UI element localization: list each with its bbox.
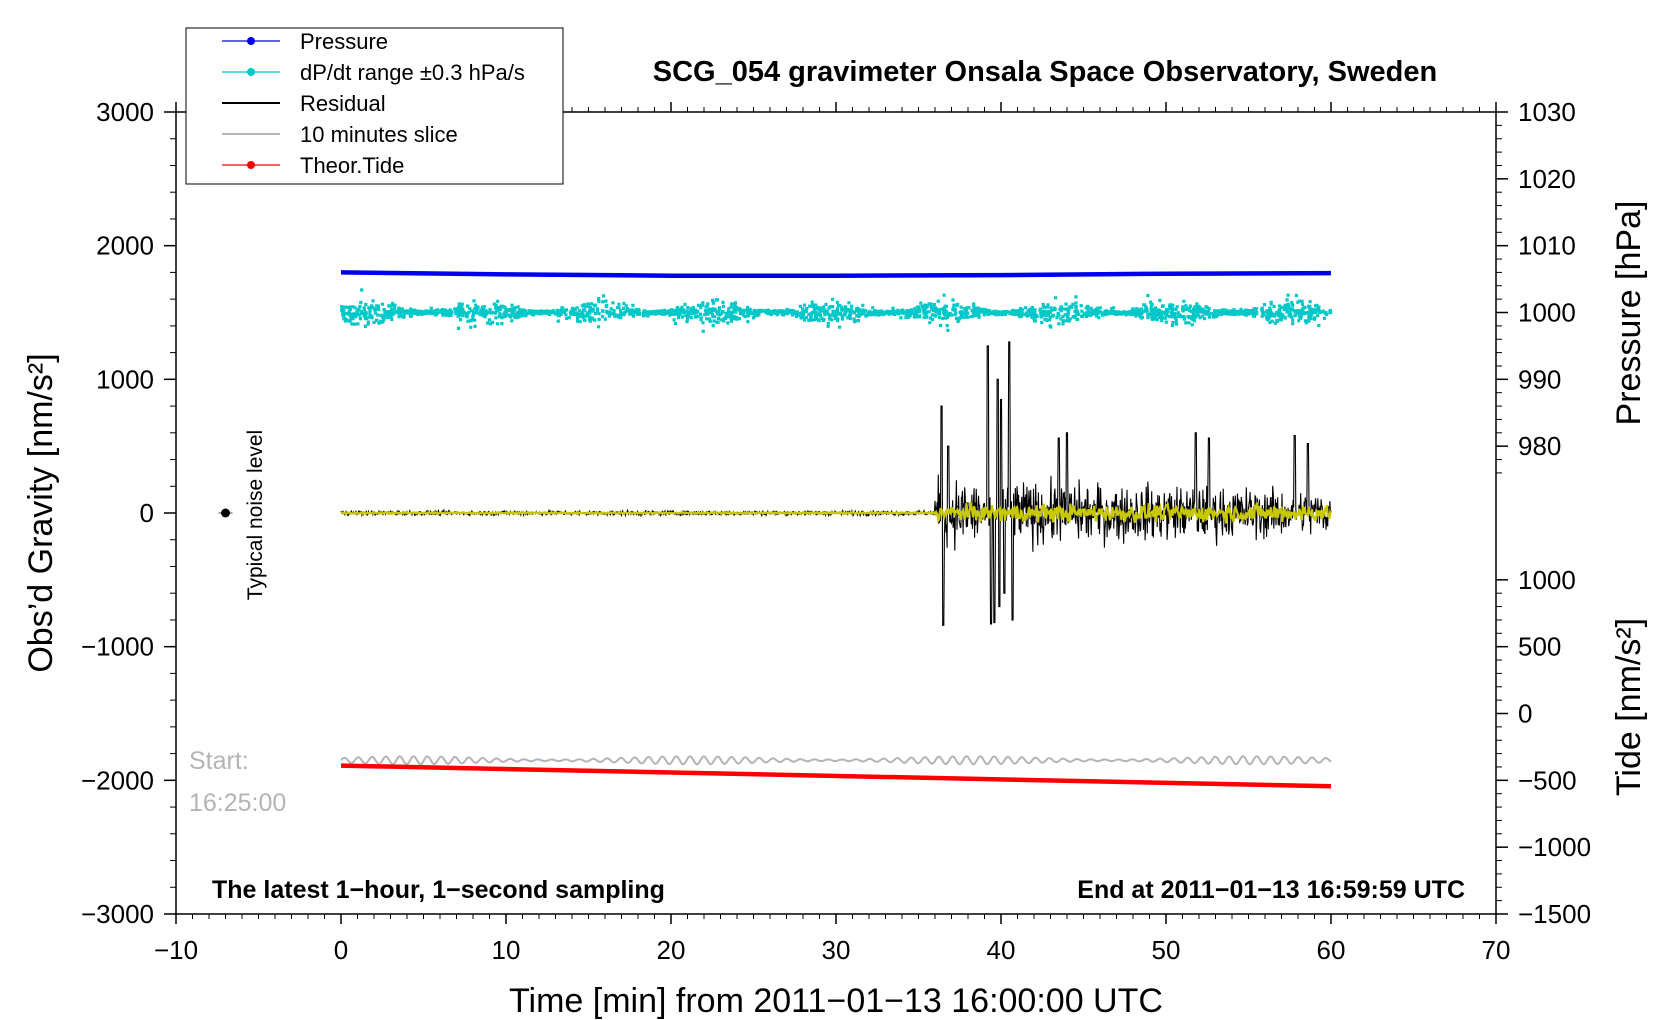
pressure-tick-label: 1020 <box>1518 164 1576 194</box>
x-axis-label: Time [min] from 2011−01−13 16:00:00 UTC <box>509 982 1163 1020</box>
tide-tick-label: 500 <box>1518 632 1561 662</box>
residual-smoothed-line <box>340 501 1332 524</box>
legend-item-tide: Theor.Tide <box>222 153 404 178</box>
footer-left-text: The latest 1−hour, 1−second sampling <box>212 876 665 904</box>
x-tick-label: 10 <box>492 935 521 965</box>
pressure-series-line <box>340 270 1332 278</box>
legend-item-pressure: Pressure <box>222 29 388 54</box>
pressure-tick-label: 990 <box>1518 364 1561 394</box>
legend-label: 10 minutes slice <box>300 122 458 147</box>
left-tick-label: 1000 <box>96 364 154 394</box>
x-tick-label: 50 <box>1152 935 1181 965</box>
pressure-tick-label: 1030 <box>1518 97 1576 127</box>
tide-tick-label: −500 <box>1518 765 1577 795</box>
legend-item-dpdt: dP/dt range ±0.3 hPa/s <box>222 60 525 85</box>
x-tick-label: 70 <box>1482 935 1511 965</box>
x-tick-label: 0 <box>334 935 348 965</box>
x-tick-label: −10 <box>154 935 198 965</box>
left-tick-label: 2000 <box>96 231 154 261</box>
tide-series-line <box>340 763 1332 789</box>
tide-tick-labels: 1000 500 0 −500 −1000 −1500 <box>1518 565 1591 929</box>
left-tick-labels: 3000 2000 1000 0 −1000 −2000 −3000 <box>81 97 154 929</box>
legend-label: Theor.Tide <box>300 153 404 178</box>
tide-tick-label: 0 <box>1518 699 1532 729</box>
x-tick-label: 20 <box>657 935 686 965</box>
legend-item-residual: Residual <box>222 91 386 116</box>
legend-item-slice: 10 minutes slice <box>222 122 458 147</box>
start-time-label: 16:25:00 <box>189 789 286 817</box>
pressure-tick-label: 1000 <box>1518 298 1576 328</box>
residual-series-line <box>340 341 1332 626</box>
y-axis-label-left: Obs’d Gravity [nm/s²] <box>22 353 60 672</box>
pressure-tick-label: 980 <box>1518 431 1561 461</box>
left-tick-label: 3000 <box>96 97 154 127</box>
x-tick-label: 30 <box>822 935 851 965</box>
y-axis-label-pressure: Pressure [hPa] <box>1610 201 1648 426</box>
x-tick-labels: −10 0 10 20 30 40 50 60 70 <box>154 935 1511 965</box>
slice-series-line <box>340 755 1332 766</box>
tide-tick-label: −1000 <box>1518 832 1591 862</box>
footer-right-text: End at 2011−01−13 16:59:59 UTC <box>1077 876 1465 904</box>
dpdt-series-points <box>340 288 1333 333</box>
legend-marker-icon <box>247 161 255 169</box>
chart-title: SCG_054 gravimeter Onsala Space Observat… <box>653 56 1437 88</box>
start-label: Start: <box>189 747 249 775</box>
series-layer <box>218 270 1333 789</box>
pressure-tick-label: 1010 <box>1518 231 1576 261</box>
left-tick-label: 0 <box>140 498 154 528</box>
legend-marker-icon <box>247 37 255 45</box>
tide-tick-label: 1000 <box>1518 565 1576 595</box>
noise-level-label: Typical noise level <box>244 430 267 600</box>
x-tick-label: 60 <box>1317 935 1346 965</box>
tide-tick-label: −1500 <box>1518 899 1591 929</box>
legend-label: Pressure <box>300 29 388 54</box>
left-tick-label: −3000 <box>81 899 154 929</box>
y-axis-label-tide: Tide [nm/s²] <box>1610 618 1648 796</box>
legend-marker-icon <box>247 68 255 76</box>
x-tick-label: 40 <box>987 935 1016 965</box>
legend-box <box>185 27 564 185</box>
legend-label: dP/dt range ±0.3 hPa/s <box>300 60 525 85</box>
legend-label: Residual <box>300 91 386 116</box>
legend: Pressure dP/dt range ±0.3 hPa/s Residual… <box>185 27 564 185</box>
noise-marker-point <box>221 508 230 518</box>
left-tick-label: −1000 <box>81 632 154 662</box>
left-tick-label: −2000 <box>81 765 154 795</box>
pressure-tick-labels: 1030 1020 1010 1000 990 980 <box>1518 97 1576 461</box>
